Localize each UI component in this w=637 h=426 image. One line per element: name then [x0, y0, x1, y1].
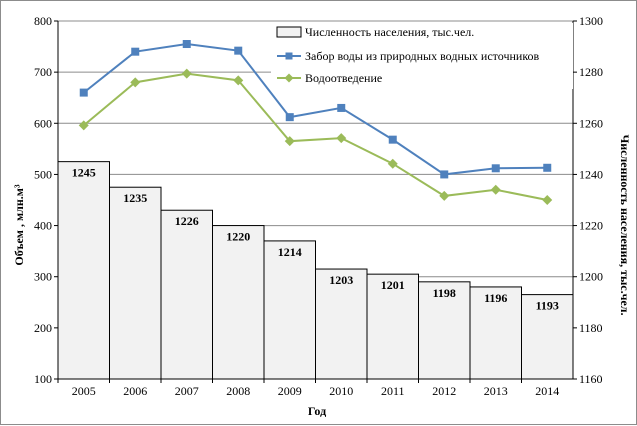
- point-drainage-2008: [233, 75, 244, 86]
- left-tick-label: 400: [34, 219, 52, 233]
- bar-label-2009: 1214: [278, 245, 302, 259]
- x-tick-label-2007: 2007: [175, 384, 199, 398]
- bar-label-2014: 1193: [536, 299, 559, 313]
- left-tick-label: 100: [34, 372, 52, 386]
- bar-label-2005: 1245: [72, 166, 96, 180]
- x-tick-label-2013: 2013: [484, 384, 508, 398]
- right-tick-label: 1180: [579, 321, 603, 335]
- x-tick-label-2009: 2009: [278, 384, 302, 398]
- legend-item-water-intake: Забор воды из природных водных источнико…: [277, 49, 540, 63]
- point-water-intake-2011: [388, 135, 397, 144]
- point-water-intake-2013: [491, 164, 500, 173]
- bar-population-2006: [109, 186, 162, 380]
- point-water-intake-2007: [182, 40, 191, 49]
- left-axis-ticks: 100 200 300 400 500 600 700 800: [34, 14, 58, 386]
- bar-label-2008: 1220: [226, 230, 250, 244]
- bar-population-2005: [57, 161, 110, 380]
- bar-population-2009: [263, 240, 316, 380]
- right-tick-label: 1280: [579, 65, 603, 79]
- bar-population-2007: [160, 209, 213, 380]
- x-tick-label-2006: 2006: [123, 384, 147, 398]
- left-tick-label: 200: [34, 321, 52, 335]
- point-drainage-2009: [284, 136, 295, 147]
- bar-label-2012: 1198: [433, 286, 456, 300]
- bar-label-2010: 1203: [329, 273, 353, 287]
- bar-data-labels: 1245 1235 1226 1220 1214 1203 1201 1198 1196 1193: [72, 166, 559, 313]
- legend-swatch-population: [276, 26, 302, 38]
- left-tick-label: 500: [34, 167, 52, 181]
- point-drainage-2011: [387, 158, 398, 169]
- legend-label-population: Численность населения, тыс.чел.: [305, 25, 474, 39]
- right-tick-label: 1160: [579, 372, 603, 386]
- right-tick-label: 1240: [579, 167, 603, 181]
- left-tick-label: 800: [34, 14, 52, 28]
- bar-label-2006: 1235: [123, 191, 147, 205]
- right-tick-label: 1300: [579, 14, 603, 28]
- bar-population-2008: [212, 225, 265, 380]
- x-tick-label-2005: 2005: [72, 384, 96, 398]
- point-drainage-2006: [130, 77, 141, 88]
- legend-item-population: Численность населения, тыс.чел.: [276, 25, 474, 39]
- bar-population-2010: [315, 268, 368, 380]
- right-tick-label: 1200: [579, 270, 603, 284]
- point-water-intake-2005: [79, 88, 88, 97]
- point-water-intake-2008: [234, 46, 243, 55]
- left-tick-label: 600: [34, 116, 52, 130]
- line-water-intake: [83, 43, 548, 176]
- population-bars: [57, 161, 574, 380]
- right-tick-label: 1260: [579, 116, 603, 130]
- y-right-axis-title: Численность населения, тыс.чел.: [618, 134, 632, 315]
- point-water-intake-2010: [337, 103, 346, 112]
- x-axis-title: Год: [308, 404, 326, 418]
- right-axis-ticks: 1160 1180 1200 1220 1240 1260 1280 1300: [573, 14, 603, 386]
- point-drainage-2012: [439, 190, 450, 201]
- x-tick-label-2011: 2011: [381, 384, 405, 398]
- point-drainage-2010: [336, 133, 347, 144]
- right-tick-label: 1220: [579, 219, 603, 233]
- point-water-intake-2009: [285, 113, 294, 122]
- legend-marker-drainage: [284, 73, 294, 83]
- x-tick-label-2014: 2014: [535, 384, 559, 398]
- point-drainage-2013: [490, 184, 501, 195]
- legend-label-water-intake: Забор воды из природных водных источнико…: [305, 49, 540, 63]
- line-drainage: [83, 72, 548, 201]
- water-lines: [78, 40, 553, 205]
- legend-box: [271, 23, 573, 89]
- legend-item-drainage: Водоотведение: [277, 71, 382, 85]
- left-tick-label: 700: [34, 65, 52, 79]
- x-tick-label-2008: 2008: [226, 384, 250, 398]
- legend-marker-water-intake: [285, 52, 293, 60]
- point-water-intake-2012: [440, 170, 449, 179]
- bar-label-2013: 1196: [484, 291, 507, 305]
- x-tick-label-2012: 2012: [432, 384, 456, 398]
- point-water-intake-2014: [543, 163, 552, 172]
- point-drainage-2005: [78, 120, 89, 131]
- point-drainage-2014: [542, 195, 553, 205]
- bar-label-2011: 1201: [381, 278, 405, 292]
- point-water-intake-2006: [131, 47, 140, 56]
- left-tick-label: 300: [34, 270, 52, 284]
- bar-label-2007: 1226: [175, 214, 199, 228]
- legend-label-drainage: Водоотведение: [305, 71, 382, 85]
- x-axis-ticks: 2005 2006 2007 2008 2009 2010 2011 2012 2013 2014: [57, 379, 559, 398]
- x-tick-label-2010: 2010: [329, 384, 353, 398]
- y-left-axis-title: Объем , млн.м³: [12, 184, 26, 266]
- point-drainage-2007: [181, 68, 192, 79]
- legend: Численность населения, тыс.чел. Забор во…: [271, 23, 573, 89]
